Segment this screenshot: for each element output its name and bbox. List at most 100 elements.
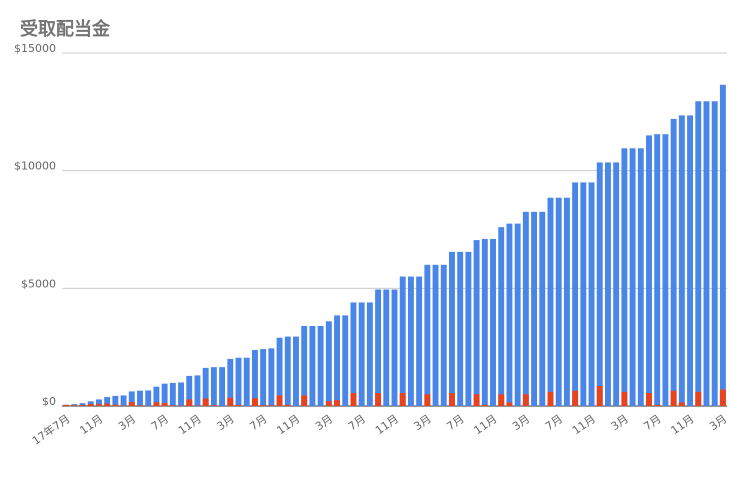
bar bbox=[473, 240, 480, 406]
bar bbox=[358, 302, 365, 406]
bar bbox=[325, 401, 332, 406]
bar bbox=[202, 367, 209, 406]
bar bbox=[79, 403, 86, 406]
x-tick-label: 7月 bbox=[247, 412, 269, 433]
bar bbox=[605, 162, 611, 406]
bar bbox=[293, 336, 299, 406]
bar bbox=[449, 393, 455, 406]
bar bbox=[128, 401, 135, 406]
bar bbox=[572, 182, 579, 406]
bar bbox=[120, 395, 127, 406]
bar bbox=[695, 391, 702, 406]
bar bbox=[580, 182, 587, 406]
bar bbox=[186, 375, 193, 406]
bar bbox=[432, 264, 439, 406]
bar bbox=[145, 390, 152, 406]
bar bbox=[178, 382, 184, 406]
bar bbox=[112, 404, 119, 406]
x-tick-label: 11月 bbox=[274, 412, 302, 437]
bar bbox=[104, 403, 111, 406]
bar bbox=[268, 405, 275, 406]
bar bbox=[251, 349, 258, 406]
chart-title: 受取配当金 bbox=[20, 18, 111, 40]
bar bbox=[301, 325, 308, 406]
x-tick-label: 3月 bbox=[510, 412, 532, 433]
bar bbox=[646, 393, 652, 406]
bar bbox=[186, 399, 193, 406]
x-tick-label: 3月 bbox=[412, 412, 434, 433]
bar bbox=[112, 395, 119, 406]
x-tick-label: 17年7月 bbox=[29, 411, 72, 447]
bar bbox=[481, 404, 488, 406]
bar bbox=[161, 402, 168, 406]
bar bbox=[366, 302, 373, 406]
bar bbox=[210, 367, 217, 406]
bar bbox=[276, 337, 283, 406]
bar bbox=[325, 321, 332, 406]
x-tick-label: 7月 bbox=[346, 412, 368, 433]
bar bbox=[678, 115, 685, 406]
bar bbox=[621, 391, 628, 406]
bar bbox=[629, 148, 636, 406]
bar bbox=[646, 135, 652, 406]
bar bbox=[621, 148, 628, 406]
bar bbox=[613, 162, 620, 406]
bar bbox=[375, 393, 382, 406]
bar bbox=[194, 375, 201, 406]
bar bbox=[301, 395, 308, 406]
bar bbox=[284, 404, 291, 406]
x-tick-label: 3月 bbox=[313, 412, 335, 433]
bar bbox=[350, 302, 357, 406]
bar bbox=[251, 398, 258, 406]
bar bbox=[711, 101, 718, 406]
bar bbox=[498, 227, 505, 406]
x-tick-label: 7月 bbox=[149, 412, 171, 433]
bar bbox=[342, 315, 349, 406]
bar bbox=[284, 336, 291, 406]
bar bbox=[654, 134, 661, 406]
bar bbox=[350, 393, 357, 406]
x-tick-label: 7月 bbox=[641, 412, 663, 433]
bar bbox=[79, 405, 86, 406]
bar bbox=[210, 405, 217, 406]
bar bbox=[317, 325, 324, 406]
bar bbox=[547, 391, 554, 406]
bar bbox=[383, 289, 390, 406]
bar bbox=[153, 386, 160, 406]
bar bbox=[719, 389, 726, 406]
bar bbox=[539, 211, 546, 406]
bar bbox=[334, 400, 340, 406]
bar bbox=[153, 402, 160, 406]
bar bbox=[654, 404, 661, 406]
bar bbox=[531, 211, 538, 406]
bar bbox=[202, 398, 209, 406]
bar bbox=[563, 197, 570, 406]
bar bbox=[514, 223, 521, 406]
bar bbox=[481, 238, 488, 406]
x-tick-label: 11月 bbox=[176, 412, 204, 437]
bar bbox=[95, 404, 102, 406]
x-tick-label: 11月 bbox=[570, 412, 598, 437]
bar bbox=[169, 405, 176, 406]
bar bbox=[219, 367, 226, 406]
bar bbox=[243, 357, 250, 406]
bar bbox=[399, 276, 406, 406]
bar bbox=[71, 405, 78, 406]
bar bbox=[490, 238, 496, 406]
bar bbox=[449, 251, 455, 406]
bar bbox=[506, 402, 513, 406]
x-tick-label: 11月 bbox=[77, 412, 105, 437]
bar bbox=[695, 101, 702, 406]
bar bbox=[670, 390, 677, 406]
bar bbox=[128, 391, 135, 406]
bar bbox=[235, 357, 242, 406]
bar bbox=[588, 182, 595, 406]
bar bbox=[95, 399, 102, 406]
bar bbox=[498, 394, 505, 406]
bar bbox=[260, 405, 267, 406]
bar bbox=[399, 393, 406, 406]
y-tick-label: $5000 bbox=[21, 277, 56, 290]
bar bbox=[334, 315, 340, 406]
x-tick-label: 11月 bbox=[472, 412, 500, 437]
bar bbox=[104, 397, 111, 406]
